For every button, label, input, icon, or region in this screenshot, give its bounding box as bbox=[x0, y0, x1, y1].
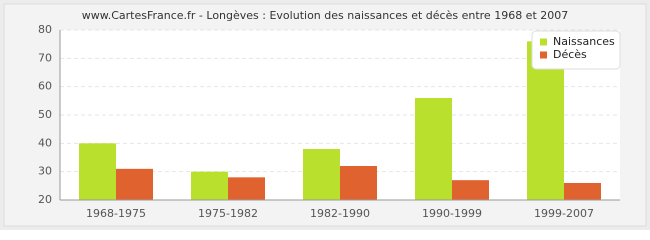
x-tick-label: 1999-2007 bbox=[534, 207, 594, 220]
legend-box bbox=[531, 30, 621, 70]
bar bbox=[340, 166, 377, 200]
legend-label: Décès bbox=[553, 48, 587, 61]
y-tick-label: 80 bbox=[38, 23, 52, 36]
bar bbox=[116, 168, 153, 200]
legend-swatch bbox=[540, 51, 547, 59]
bar bbox=[228, 177, 265, 200]
legend-swatch bbox=[540, 38, 547, 46]
y-tick-label: 50 bbox=[38, 108, 52, 121]
y-tick-label: 70 bbox=[38, 51, 52, 64]
bar bbox=[452, 180, 489, 200]
chart-title: www.CartesFrance.fr - Longèves : Evoluti… bbox=[82, 9, 569, 22]
bar bbox=[79, 143, 116, 200]
y-tick-label: 40 bbox=[38, 136, 52, 149]
bar bbox=[191, 171, 228, 200]
bar bbox=[415, 98, 452, 200]
x-tick-label: 1990-1999 bbox=[422, 207, 482, 220]
chart: www.CartesFrance.fr - Longèves : Evoluti… bbox=[0, 0, 650, 230]
x-tick-label: 1982-1990 bbox=[310, 207, 370, 220]
y-tick-label: 30 bbox=[38, 165, 52, 178]
bar bbox=[303, 149, 340, 200]
bar bbox=[564, 183, 601, 200]
x-tick-label: 1975-1982 bbox=[198, 207, 258, 220]
legend-label: Naissances bbox=[553, 35, 615, 48]
x-tick-label: 1968-1975 bbox=[86, 207, 146, 220]
y-tick-label: 20 bbox=[38, 193, 52, 206]
y-tick-label: 60 bbox=[38, 80, 52, 93]
